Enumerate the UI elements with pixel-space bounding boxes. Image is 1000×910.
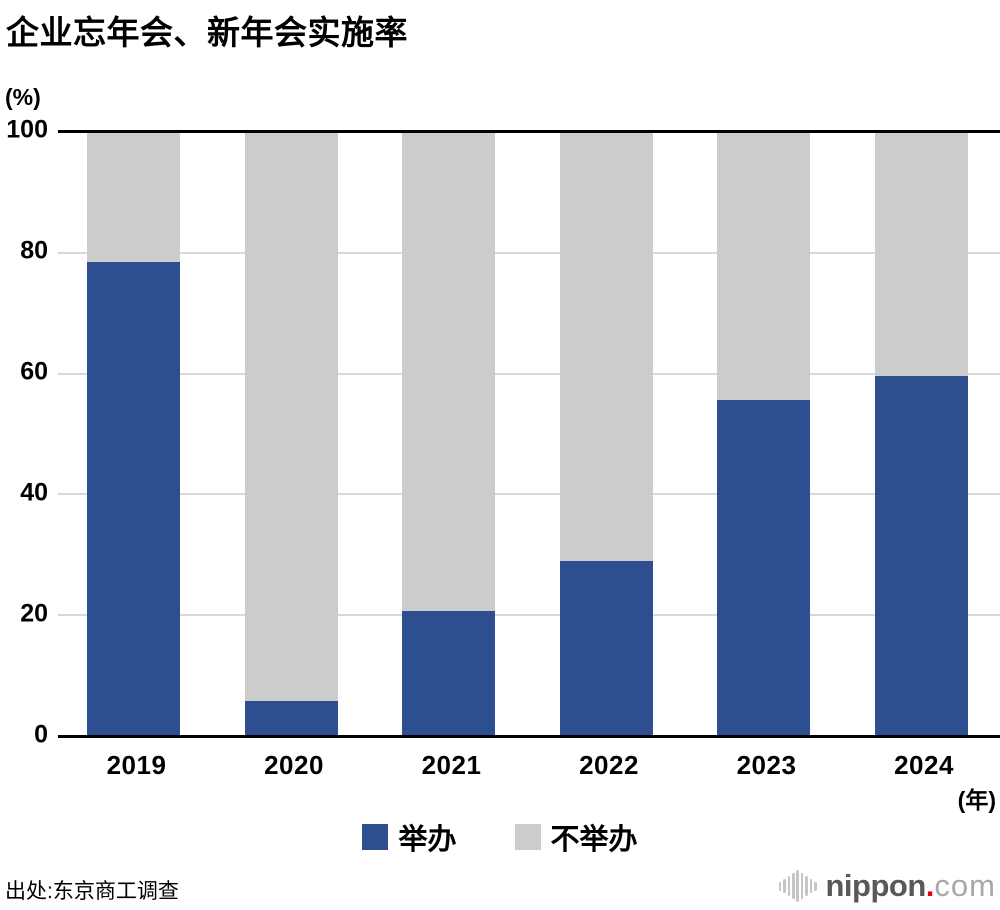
logo-text-nippon: nippon [825, 868, 927, 903]
bar-2024-held [874, 376, 968, 735]
gridline-60 [58, 372, 1000, 375]
legend: 举办 不举办 [0, 816, 1000, 858]
logo-text-com: com [934, 868, 996, 903]
plot-area [58, 130, 1000, 738]
bar-2022 [559, 133, 653, 735]
x-tick-label-2022: 2022 [579, 750, 639, 780]
logo-dot: . [925, 868, 935, 903]
bar-2021 [402, 133, 495, 735]
x-tick-label-2024: 2024 [894, 750, 954, 780]
x-tick-label-2023: 2023 [736, 750, 797, 780]
y-tick-label-80: 80 [20, 236, 48, 265]
logo-text: nippon.com [826, 868, 997, 904]
legend-label: 不举办 [550, 824, 638, 856]
y-tick-label-0: 0 [34, 720, 48, 749]
gridline-40 [58, 493, 1000, 496]
bar-2022-held [559, 561, 653, 735]
y-axis-unit-label: (%) [5, 84, 41, 110]
x-tick-label-2021: 2021 [421, 750, 482, 780]
bar-2019-not-held [87, 133, 180, 262]
y-tick-label-40: 40 [20, 478, 48, 507]
bar-2024-not-held [874, 133, 968, 377]
x-tick-label-2020: 2020 [264, 750, 324, 780]
bar-2019-held [87, 261, 180, 735]
legend-swatch-held [362, 824, 389, 850]
chart-title: 企业忘年会、新年会实施率 [6, 14, 408, 51]
source-label: 出处:东京商工调查 [5, 880, 179, 903]
y-tick-label-20: 20 [20, 599, 48, 628]
bar-2024 [874, 133, 968, 735]
bar-2020-held [244, 700, 338, 735]
gridline-80 [58, 252, 1000, 255]
legend-swatch-not-held [514, 824, 541, 850]
gridline-20 [58, 613, 1000, 616]
bar-2021-held [402, 611, 495, 735]
bar-2020 [244, 133, 338, 735]
legend-label: 举办 [398, 824, 457, 856]
bar-2023-not-held [717, 133, 810, 400]
bar-2020-not-held [244, 133, 338, 701]
bar-2023 [717, 133, 810, 735]
x-tick-label-2019: 2019 [106, 750, 167, 780]
legend-item-held: 举办 [362, 816, 457, 858]
nippon-logo: nippon.com [778, 866, 997, 906]
y-tick-label-100: 100 [6, 115, 48, 144]
bar-2023-held [717, 399, 810, 735]
y-tick-label-60: 60 [20, 357, 48, 386]
x-axis-unit-label: (年) [957, 787, 996, 813]
soundwave-icon [778, 868, 817, 904]
bar-2019 [87, 133, 180, 735]
bar-2021-not-held [402, 133, 495, 611]
bar-2022-not-held [559, 133, 653, 562]
legend-item-not-held: 不举办 [514, 816, 638, 858]
